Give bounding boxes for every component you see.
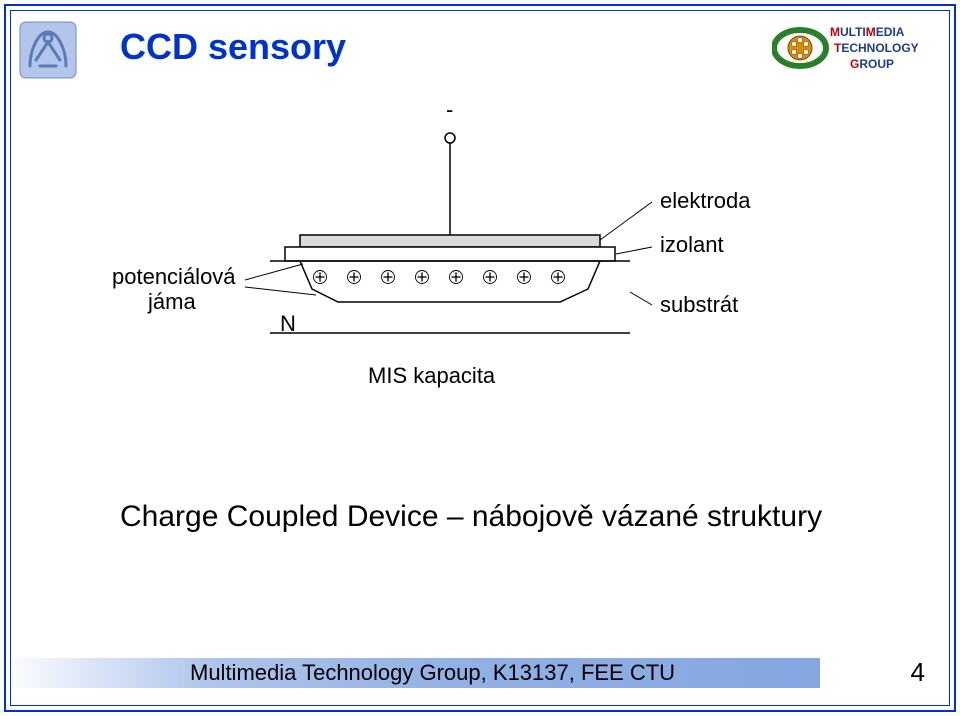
- footer-text: Multimedia Technology Group, K13137, FEE…: [190, 660, 675, 686]
- minus-label: -: [446, 97, 453, 123]
- izolant-label: izolant: [660, 232, 724, 258]
- svg-text:GROUP: GROUP: [850, 57, 894, 71]
- multimedia-group-logo-icon: MULTIMEDIA TECHNOLOGY GROUP: [772, 20, 942, 76]
- svg-text:TECHNOLOGY: TECHNOLOGY: [834, 41, 919, 55]
- diagram: - elektroda izolant substrát potenciálov…: [0, 80, 960, 480]
- substrat-label: substrát: [660, 292, 738, 318]
- page-number: 4: [911, 657, 925, 688]
- body-text: Charge Coupled Device – nábojově vázané …: [120, 500, 822, 534]
- page-title: CCD sensory: [120, 26, 346, 68]
- jama-label: jáma: [148, 289, 196, 315]
- header: CCD sensory MULTIMEDIA TECHNOLOGY GROUP: [0, 20, 960, 80]
- lion-crest-icon: [18, 20, 78, 80]
- logo-left: [18, 20, 78, 80]
- potencialova-label: potenciálová: [112, 264, 236, 290]
- elektroda-label: elektroda: [660, 188, 751, 214]
- logo-right: MULTIMEDIA TECHNOLOGY GROUP: [772, 18, 942, 78]
- n-label: N: [280, 311, 296, 337]
- mis-label: MIS kapacita: [368, 363, 495, 389]
- svg-text:MULTIMEDIA: MULTIMEDIA: [830, 25, 905, 39]
